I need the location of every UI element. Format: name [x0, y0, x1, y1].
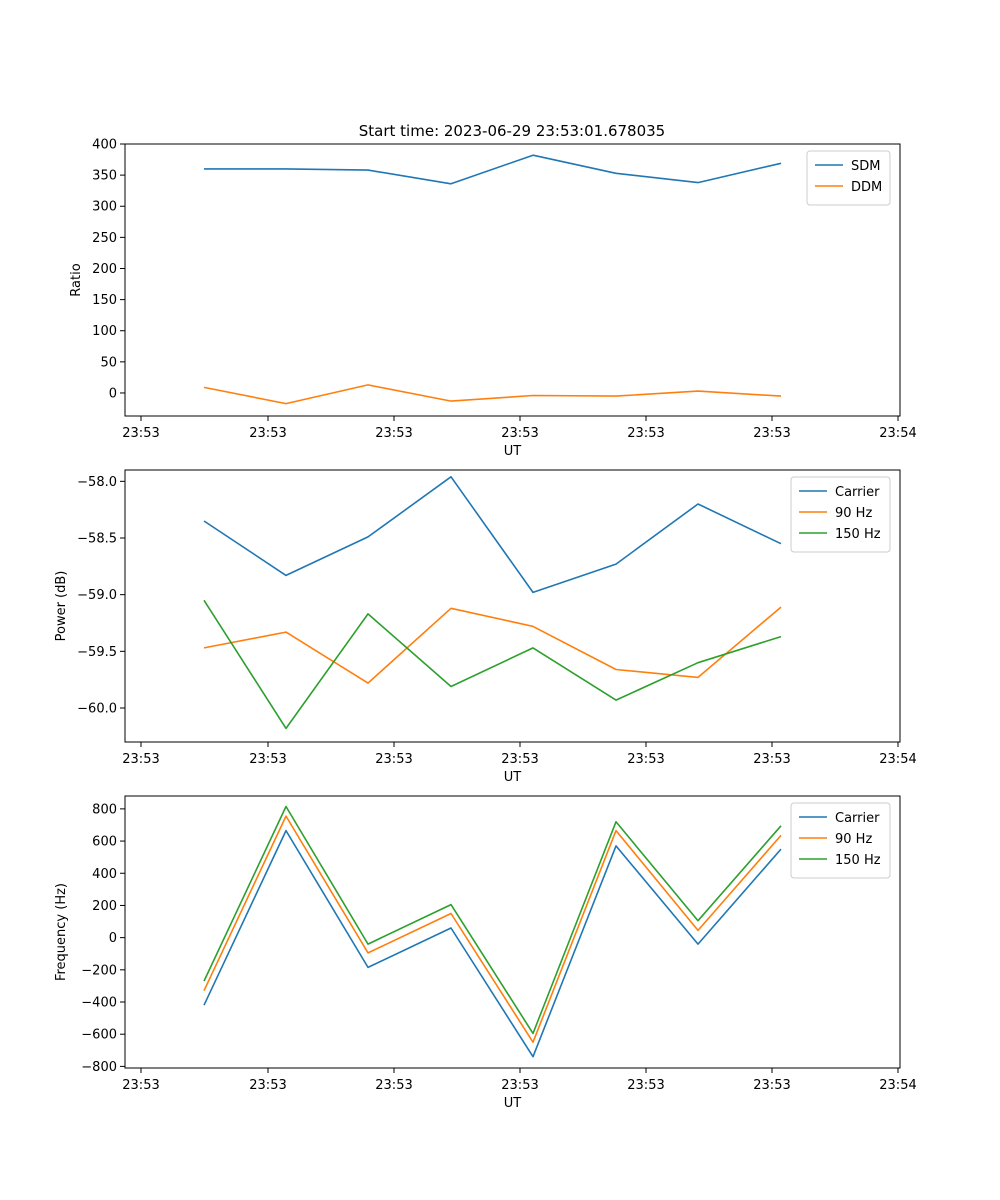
power-db-legend-label-carrier: Carrier [835, 485, 880, 500]
power-db-legend: Carrier 90 Hz 150 Hz [790, 476, 891, 553]
ratio-y-tick-label: 250 [92, 231, 117, 246]
ratio-y-tick-label: 50 [100, 355, 117, 370]
power-db-x-axis-label: UT [504, 770, 522, 785]
ratio-x-tick-label: 23:53 [627, 426, 664, 441]
frequency-subplot: 23:53 23:53 23:53 23:53 23:53 23:53 23:54 −800 −… [54, 795, 917, 1111]
frequency-hz-axes-frame [124, 795, 901, 1069]
frequency-hz-y-tick-label: 800 [92, 802, 117, 817]
frequency-hz-legend: Carrier 90 Hz 150 Hz [790, 802, 891, 879]
frequency-hz-x-tick-label: 23:53 [627, 1078, 664, 1093]
ratio-y-tick-label: 100 [92, 324, 117, 339]
frequency-hz-x-tick-label: 23:53 [753, 1078, 790, 1093]
power-db-x-tick-label: 23:54 [879, 752, 916, 767]
ratio-axes-frame [124, 143, 901, 417]
ratio-legend: SDM DDM [806, 150, 891, 206]
figure-title: Start time: 2023-06-29 23:53:01.678035 [359, 122, 665, 140]
ratio-subplot: 23:53 23:53 23:53 23:53 23:53 23:53 23:54 0 50 10… [69, 138, 917, 460]
power-db-y-tick-label: −60.0 [77, 702, 117, 717]
frequency-hz-series-line-150-hz [203, 805, 782, 1035]
frequency-hz-y-tick-label: −400 [81, 996, 117, 1011]
power-db-y-tick-label: −58.0 [77, 475, 117, 490]
power-db-y-tick-label: −59.5 [77, 645, 117, 660]
frequency-hz-y-tick-label: −800 [81, 1060, 117, 1075]
power-subplot: 23:53 23:53 23:53 23:53 23:53 23:53 23:54 −60.0… [54, 469, 917, 785]
power-db-axes-frame [124, 469, 901, 743]
frequency-hz-y-tick-label: 0 [109, 931, 117, 946]
frequency-hz-y-tick-label: 600 [92, 835, 117, 850]
frequency-hz-y-tick-label: 400 [92, 867, 117, 882]
frequency-hz-series-line-carrier [203, 829, 782, 1058]
ratio-series-line-sdm [204, 154, 782, 185]
ratio-y-tick-label: 300 [92, 200, 117, 215]
power-db-x-tick-label: 23:53 [627, 752, 664, 767]
frequency-hz-x-axis-label: UT [504, 1096, 522, 1111]
power-db-legend-label-150-hz: 150 Hz [835, 527, 881, 542]
frequency-hz-x-tick-label: 23:54 [879, 1078, 916, 1093]
ratio-x-tick-label: 23:53 [753, 426, 790, 441]
frequency-hz-legend-label-90-hz: 90 Hz [835, 832, 872, 847]
frequency-hz-legend-label-carrier: Carrier [835, 811, 880, 826]
ratio-legend-label-sdm: SDM [851, 159, 880, 174]
power-db-x-tick-label: 23:53 [375, 752, 412, 767]
frequency-hz-x-tick-label: 23:53 [249, 1078, 286, 1093]
ratio-y-tick-label: 400 [92, 138, 117, 153]
ratio-series-line-ddm [203, 384, 782, 405]
ratio-y-tick-label: 200 [92, 262, 117, 277]
ratio-x-tick-label: 23:53 [375, 426, 412, 441]
ratio-x-tick-label: 23:53 [249, 426, 286, 441]
power-db-x-tick-label: 23:53 [753, 752, 790, 767]
frequency-hz-x-tick-label: 23:53 [501, 1078, 538, 1093]
ratio-x-axis-label: UT [504, 444, 522, 459]
frequency-hz-legend-label-150-hz: 150 Hz [835, 853, 881, 868]
power-db-series-line-150-hz [203, 599, 782, 730]
frequency-hz-x-tick-label: 23:53 [375, 1078, 412, 1093]
ratio-y-tick-label: 0 [109, 386, 117, 401]
power-db-x-tick-label: 23:53 [501, 752, 538, 767]
ratio-x-tick-label: 23:53 [501, 426, 538, 441]
frequency-hz-series-line-90-hz [203, 815, 782, 1043]
ratio-x-tick-label: 23:54 [879, 426, 916, 441]
frequency-hz-y-tick-label: 200 [92, 899, 117, 914]
frequency-hz-y-axis-label: Frequency (Hz) [54, 883, 69, 981]
power-db-y-tick-label: −59.0 [77, 588, 117, 603]
power-db-series-line-90-hz [203, 606, 782, 684]
ratio-y-axis-label: Ratio [69, 263, 84, 296]
power-db-x-tick-label: 23:53 [122, 752, 159, 767]
power-db-y-axis-label: Power (dB) [54, 571, 69, 642]
frequency-hz-x-tick-label: 23:53 [122, 1078, 159, 1093]
ratio-y-tick-label: 350 [92, 169, 117, 184]
ratio-y-tick-label: 150 [92, 293, 117, 308]
power-db-y-tick-label: −58.5 [77, 532, 117, 547]
ratio-x-tick-label: 23:53 [122, 426, 159, 441]
frequency-hz-y-tick-label: −600 [81, 1028, 117, 1043]
power-db-series-line-carrier [203, 475, 782, 594]
power-db-legend-label-90-hz: 90 Hz [835, 506, 872, 521]
frequency-hz-y-tick-label: −200 [81, 963, 117, 978]
ratio-legend-label-ddm: DDM [851, 180, 882, 195]
power-db-x-tick-label: 23:53 [249, 752, 286, 767]
